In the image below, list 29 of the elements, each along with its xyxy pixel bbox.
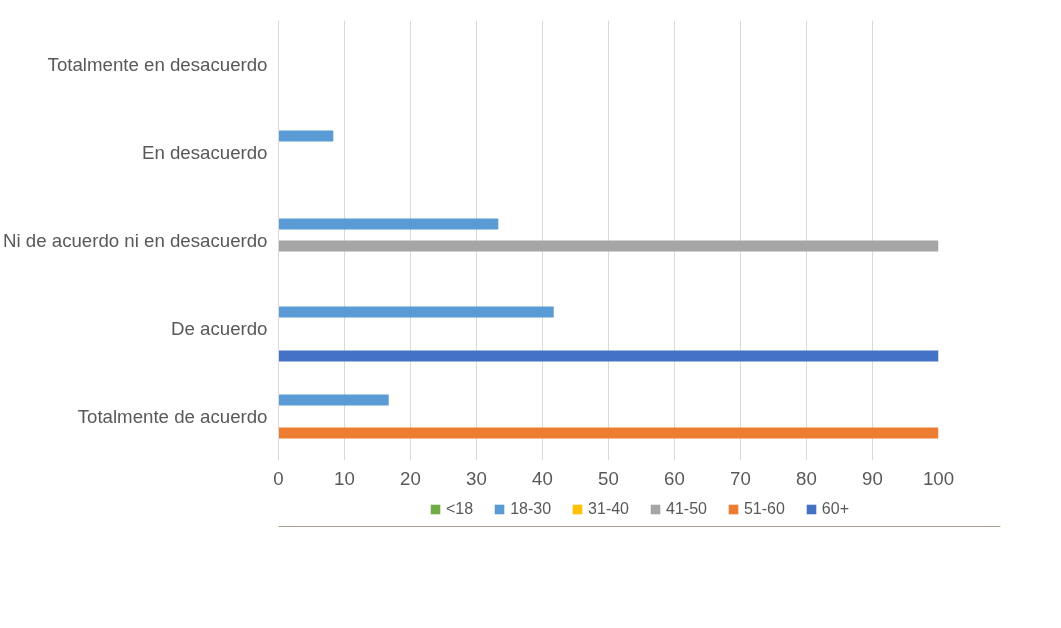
x-tick-label: 100 — [922, 467, 955, 489]
y-tick-label: Ni de acuerdo ni en desacuerdo — [3, 230, 268, 251]
y-tick-label: En desacuerdo — [142, 142, 268, 163]
x-tick-label: 20 — [400, 467, 421, 489]
x-tick-label: 50 — [598, 467, 619, 489]
x-tick-label: 30 — [466, 467, 487, 489]
legend-label: 41-50 — [666, 500, 707, 518]
x-tick-label: 80 — [796, 467, 817, 489]
x-tick-label: 40 — [532, 467, 553, 489]
bar — [278, 240, 939, 252]
x-tick-label: 70 — [730, 467, 751, 489]
legend-label: 18-30 — [510, 500, 552, 518]
legend-label: 51-60 — [743, 500, 785, 518]
legend-label: 31-40 — [588, 500, 629, 518]
y-tick-label: Totalmente en desacuerdo — [47, 54, 268, 75]
x-tick-label: 90 — [862, 467, 883, 489]
x-tick-label: 10 — [334, 467, 355, 489]
y-tick-label: De acuerdo — [171, 318, 268, 339]
legend-label: <18 — [446, 500, 474, 518]
bar — [278, 306, 554, 318]
x-tick-label: 0 — [273, 467, 284, 489]
legend-label: 60+ — [821, 500, 849, 518]
bar — [278, 218, 499, 230]
x-tick-label: 60 — [664, 467, 685, 489]
bar — [278, 394, 389, 406]
y-tick-label: Totalmente de acuerdo — [77, 406, 268, 427]
bar — [278, 350, 939, 362]
bar — [278, 130, 334, 142]
bar — [278, 427, 939, 439]
